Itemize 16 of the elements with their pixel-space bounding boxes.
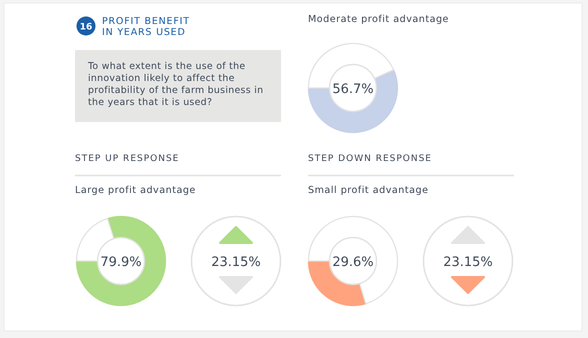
chart-title: Large profit advantage [75,185,196,196]
donut-slice [308,69,398,134]
text: 23.15% [443,255,493,270]
data-label: 56.7% [332,82,374,97]
donut-slice [308,216,398,304]
data-label: 29.6% [332,255,374,270]
text: To what extent is the use of the innovation likely to affect the profitability of the farm business in the years that it is used? [87,61,264,108]
text: PROFIT BENEFIT IN YEARS USED [102,16,190,38]
chart-title: Moderate profit advantage [308,14,449,25]
text: STEP DOWN RESPONSE [308,154,432,164]
text: STEP UP RESPONSE [75,154,180,164]
text: 16 [80,22,92,32]
text: 23.15% [211,255,261,270]
data-label: 79.9% [100,255,142,270]
chart-title: Small profit advantage [308,185,428,196]
donut-slice [76,216,166,306]
